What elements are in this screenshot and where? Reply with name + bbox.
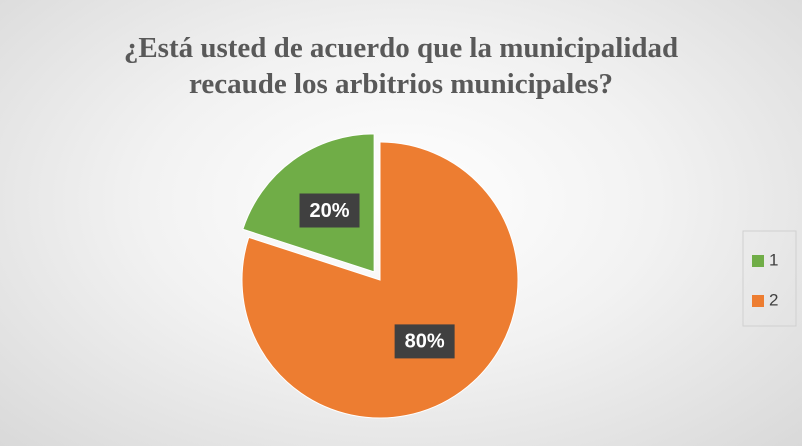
data-label: 80% [405,331,445,353]
legend-swatch [752,295,764,307]
legend-label: 1 [769,250,778,269]
data-label: 20% [309,200,349,222]
legend-swatch [752,255,764,267]
data-label-box [299,193,360,228]
legend-box [742,230,797,327]
legend-label: 2 [769,290,778,309]
chart-title: ¿Está usted de acuerdo que la municipali… [123,32,679,100]
data-label-box [394,324,455,359]
